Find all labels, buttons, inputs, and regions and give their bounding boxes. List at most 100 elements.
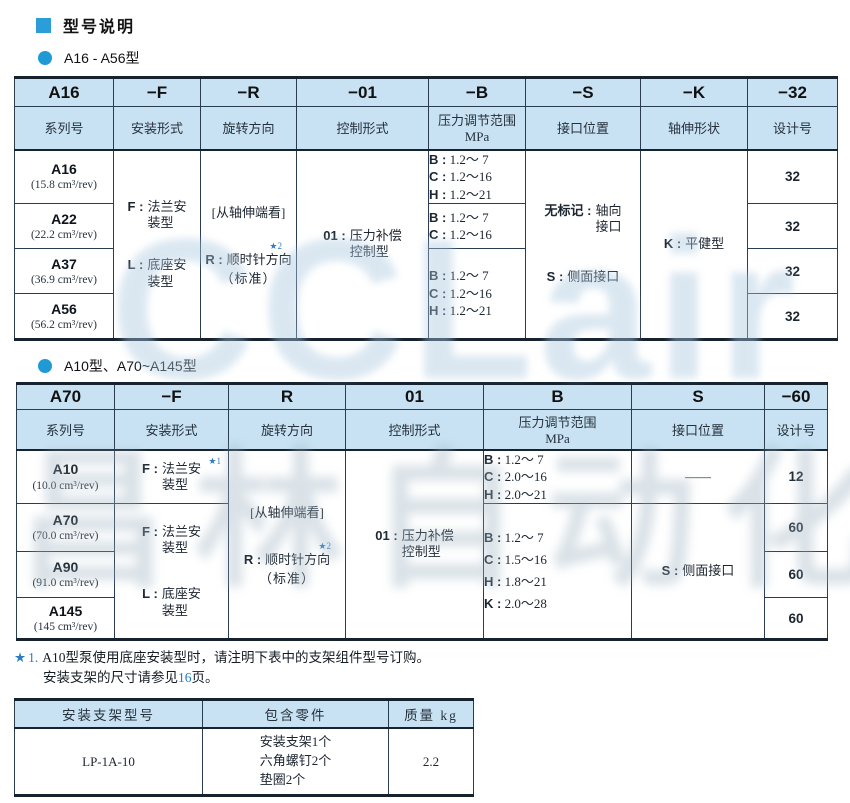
t2-code-header-row: A70 −F R 01 B S −60 (16, 383, 828, 411)
t3-row: LP-1A-10 安装支架1个 六角螺钉2个 垫圈2个 2.2 (14, 727, 474, 797)
series-cell: A56 (56.2 cm³/rev) (14, 293, 114, 341)
footnote-1-line-1: ★ 1. A10型泵使用底座安装型时，请注明下表中的支架组件型号订购。 (14, 650, 430, 666)
model-code-table-a10-a145: A70 −F R 01 B S −60 系列号 安装形式 旋转方向 控制形式 压… (16, 382, 828, 642)
t1-code-port: −S (525, 77, 641, 107)
port-position-cell: 无标记 : 轴向 接口 S : 侧面接口 (525, 148, 641, 341)
footnote-marker-2: ★2 (269, 240, 282, 251)
design-number-cell: 32 (747, 148, 838, 205)
series-cell: A10 (10.0 cm³/rev) (16, 449, 115, 505)
bracket-parts-cell: 安装支架1个 六角螺钉2个 垫圈2个 (202, 727, 389, 797)
t1-label-port: 接口位置 (525, 106, 641, 151)
series-cell: A22 (22.2 cm³/rev) (14, 203, 114, 250)
design-number-cell: 32 (747, 293, 838, 341)
t2-label-header-row: 系列号 安装形式 旋转方向 控制形式 压力调节范围 MPa 接口位置 设计号 (16, 409, 828, 451)
series-cell: A70 (70.0 cm³/rev) (16, 503, 115, 553)
t1-code-control: −01 (296, 77, 429, 107)
t2-label-rotation: 旋转方向 (228, 409, 346, 451)
section-2-label: A10型、A70~A145型 (64, 358, 197, 375)
t3-header-model: 安装支架型号 (14, 699, 203, 729)
control-type-cell: 01 : 压力补偿 控制型 (296, 148, 429, 341)
star-icon: ★ (14, 650, 27, 666)
bracket-mass-cell: 2.2 (388, 727, 474, 797)
design-number-cell: 60 (764, 597, 828, 641)
t3-header-parts: 包含零件 (202, 699, 389, 729)
mount-type-cell: F : 法兰安 装型 L : 底座安 装型 (114, 503, 229, 641)
footnote-1-line-2: 安装支架的尺寸请参见16页。 (43, 669, 219, 685)
t1-row-a37: A37 (36.9 cm³/rev) B : 1.2～ 7 C : 1.2～16… (14, 248, 838, 341)
mounting-bracket-table: 安装支架型号 包含零件 质量 kg LP-1A-10 安装支架1个 六角螺钉2个… (14, 698, 474, 798)
t1-code-mount: −F (113, 77, 201, 107)
shaft-shape-cell: K : 平健型 (640, 148, 748, 341)
footnote-marker-1: ★1 (208, 455, 221, 466)
t2-code-pressure: B (483, 383, 632, 411)
model-capacity: (56.2 cm³/rev) (30, 318, 98, 331)
t1-label-mount: 安装形式 (113, 106, 201, 151)
t1-code-design: −32 (747, 77, 838, 107)
pressure-range-cell: B : 1.2～ 7 C : 1.2～16 H : 1.2～21 (428, 148, 526, 205)
pressure-range-cell: B : 1.2～ 7 C : 1.5～16 H : 1.8～21 K : 2.0… (483, 503, 632, 641)
model-name: A10 (52, 461, 79, 478)
t1-row-a22: A22 (22.2 cm³/rev) B : 1.2～ 7 C : 1.2～16… (14, 203, 838, 250)
t2-label-port: 接口位置 (631, 409, 765, 451)
t2-label-pressure: 压力调节范围 MPa (483, 409, 632, 451)
page-16-link: 16 (178, 669, 192, 685)
mount-type-cell-a10: ★1 F : 法兰安 装型 (114, 449, 229, 505)
t1-label-series: 系列号 (14, 106, 114, 151)
model-capacity: (36.9 cm³/rev) (30, 273, 98, 286)
section-1-heading: A16 - A56型 (38, 48, 850, 68)
port-position-cell-a10: —— (631, 449, 765, 505)
t1-code-pressure: −B (428, 77, 526, 107)
t1-label-rotation: 旋转方向 (200, 106, 297, 151)
model-name: A56 (51, 300, 77, 317)
blue-circle-icon (38, 359, 52, 374)
t1-label-control: 控制形式 (296, 106, 429, 151)
t1-code-series: A16 (14, 77, 114, 107)
model-name: A90 (52, 559, 79, 576)
model-name: A16 (51, 161, 77, 178)
model-code-table-a16-a56: A16 −F −R −01 −B −S −K −32 系列号 安装形式 旋转方向… (14, 76, 838, 342)
t3-header-row: 安装支架型号 包含零件 质量 kg (14, 699, 474, 729)
t2-code-mount: −F (114, 383, 229, 411)
blue-circle-icon (38, 51, 52, 65)
bracket-model-cell: LP-1A-10 (14, 727, 203, 797)
pressure-range-cell: B : 1.2～ 7 C : 1.2～16 H : 1.2～21 (428, 248, 526, 341)
port-position-cell: S : 侧面接口 (631, 503, 765, 641)
model-capacity: (70.0 cm³/rev) (32, 530, 99, 543)
mount-type-cell: F : 法兰安 装型 L : 底座安 装型 (113, 148, 201, 341)
t3-header-mass: 质量 kg (388, 699, 474, 729)
t1-code-header-row: A16 −F −R −01 −B −S −K −32 (14, 77, 838, 107)
design-number-cell: 12 (764, 449, 828, 505)
t2-code-control: 01 (345, 383, 484, 411)
model-capacity: (15.8 cm³/rev) (30, 179, 98, 192)
t2-label-mount: 安装形式 (114, 409, 229, 451)
t1-label-pressure: 压力调节范围 MPa (428, 106, 526, 151)
pressure-range-cell-a10: B : 1.2～ 7 C : 2.0～16 H : 2.0～21 (483, 449, 632, 505)
model-capacity: (10.0 cm³/rev) (32, 479, 99, 492)
t2-code-series: A70 (16, 383, 115, 411)
rotation-cell: [从轴伸端看] ★2 R : 顺时针方向 （标准） (200, 148, 297, 341)
page-title: 型号说明 (63, 19, 136, 36)
t2-label-series: 系列号 (16, 409, 115, 451)
series-cell: A37 (36.9 cm³/rev) (14, 248, 114, 295)
model-capacity: (22.2 cm³/rev) (30, 228, 98, 241)
t2-code-port: S (631, 383, 765, 411)
model-name: A37 (51, 255, 77, 272)
model-capacity: (91.0 cm³/rev) (32, 577, 99, 590)
t2-label-control: 控制形式 (345, 409, 484, 451)
model-name: A70 (52, 512, 79, 529)
page-title-row: 型号说明 (36, 13, 850, 37)
section-1-label: A16 - A56型 (64, 50, 140, 66)
design-number-cell: 32 (747, 248, 838, 295)
t1-code-rotation: −R (200, 77, 297, 107)
rotation-cell: [从轴伸端看] ★2 R : 顺时针方向 （标准） (228, 449, 346, 641)
t1-code-shaft: −K (640, 77, 748, 107)
model-name: A145 (48, 602, 83, 619)
t1-label-header-row: 系列号 安装形式 旋转方向 控制形式 压力调节范围 MPa 接口位置 轴伸形状 … (14, 106, 838, 151)
model-capacity: (145 cm³/rev) (33, 620, 98, 633)
t2-row-a70: A70 (70.0 cm³/rev) F : 法兰安 装型 L : 底座安 装型 B… (16, 503, 828, 641)
t1-row-a16: A16 (15.8 cm³/rev) F : 法兰安 装型 L : 底座安 装型 [… (14, 148, 838, 341)
t2-label-design: 设计号 (764, 409, 828, 451)
series-cell: A90 (91.0 cm³/rev) (16, 551, 115, 599)
t2-row-a90: A90 (91.0 cm³/rev) 60 (16, 551, 828, 599)
footnote-marker-2: ★2 (318, 540, 331, 551)
